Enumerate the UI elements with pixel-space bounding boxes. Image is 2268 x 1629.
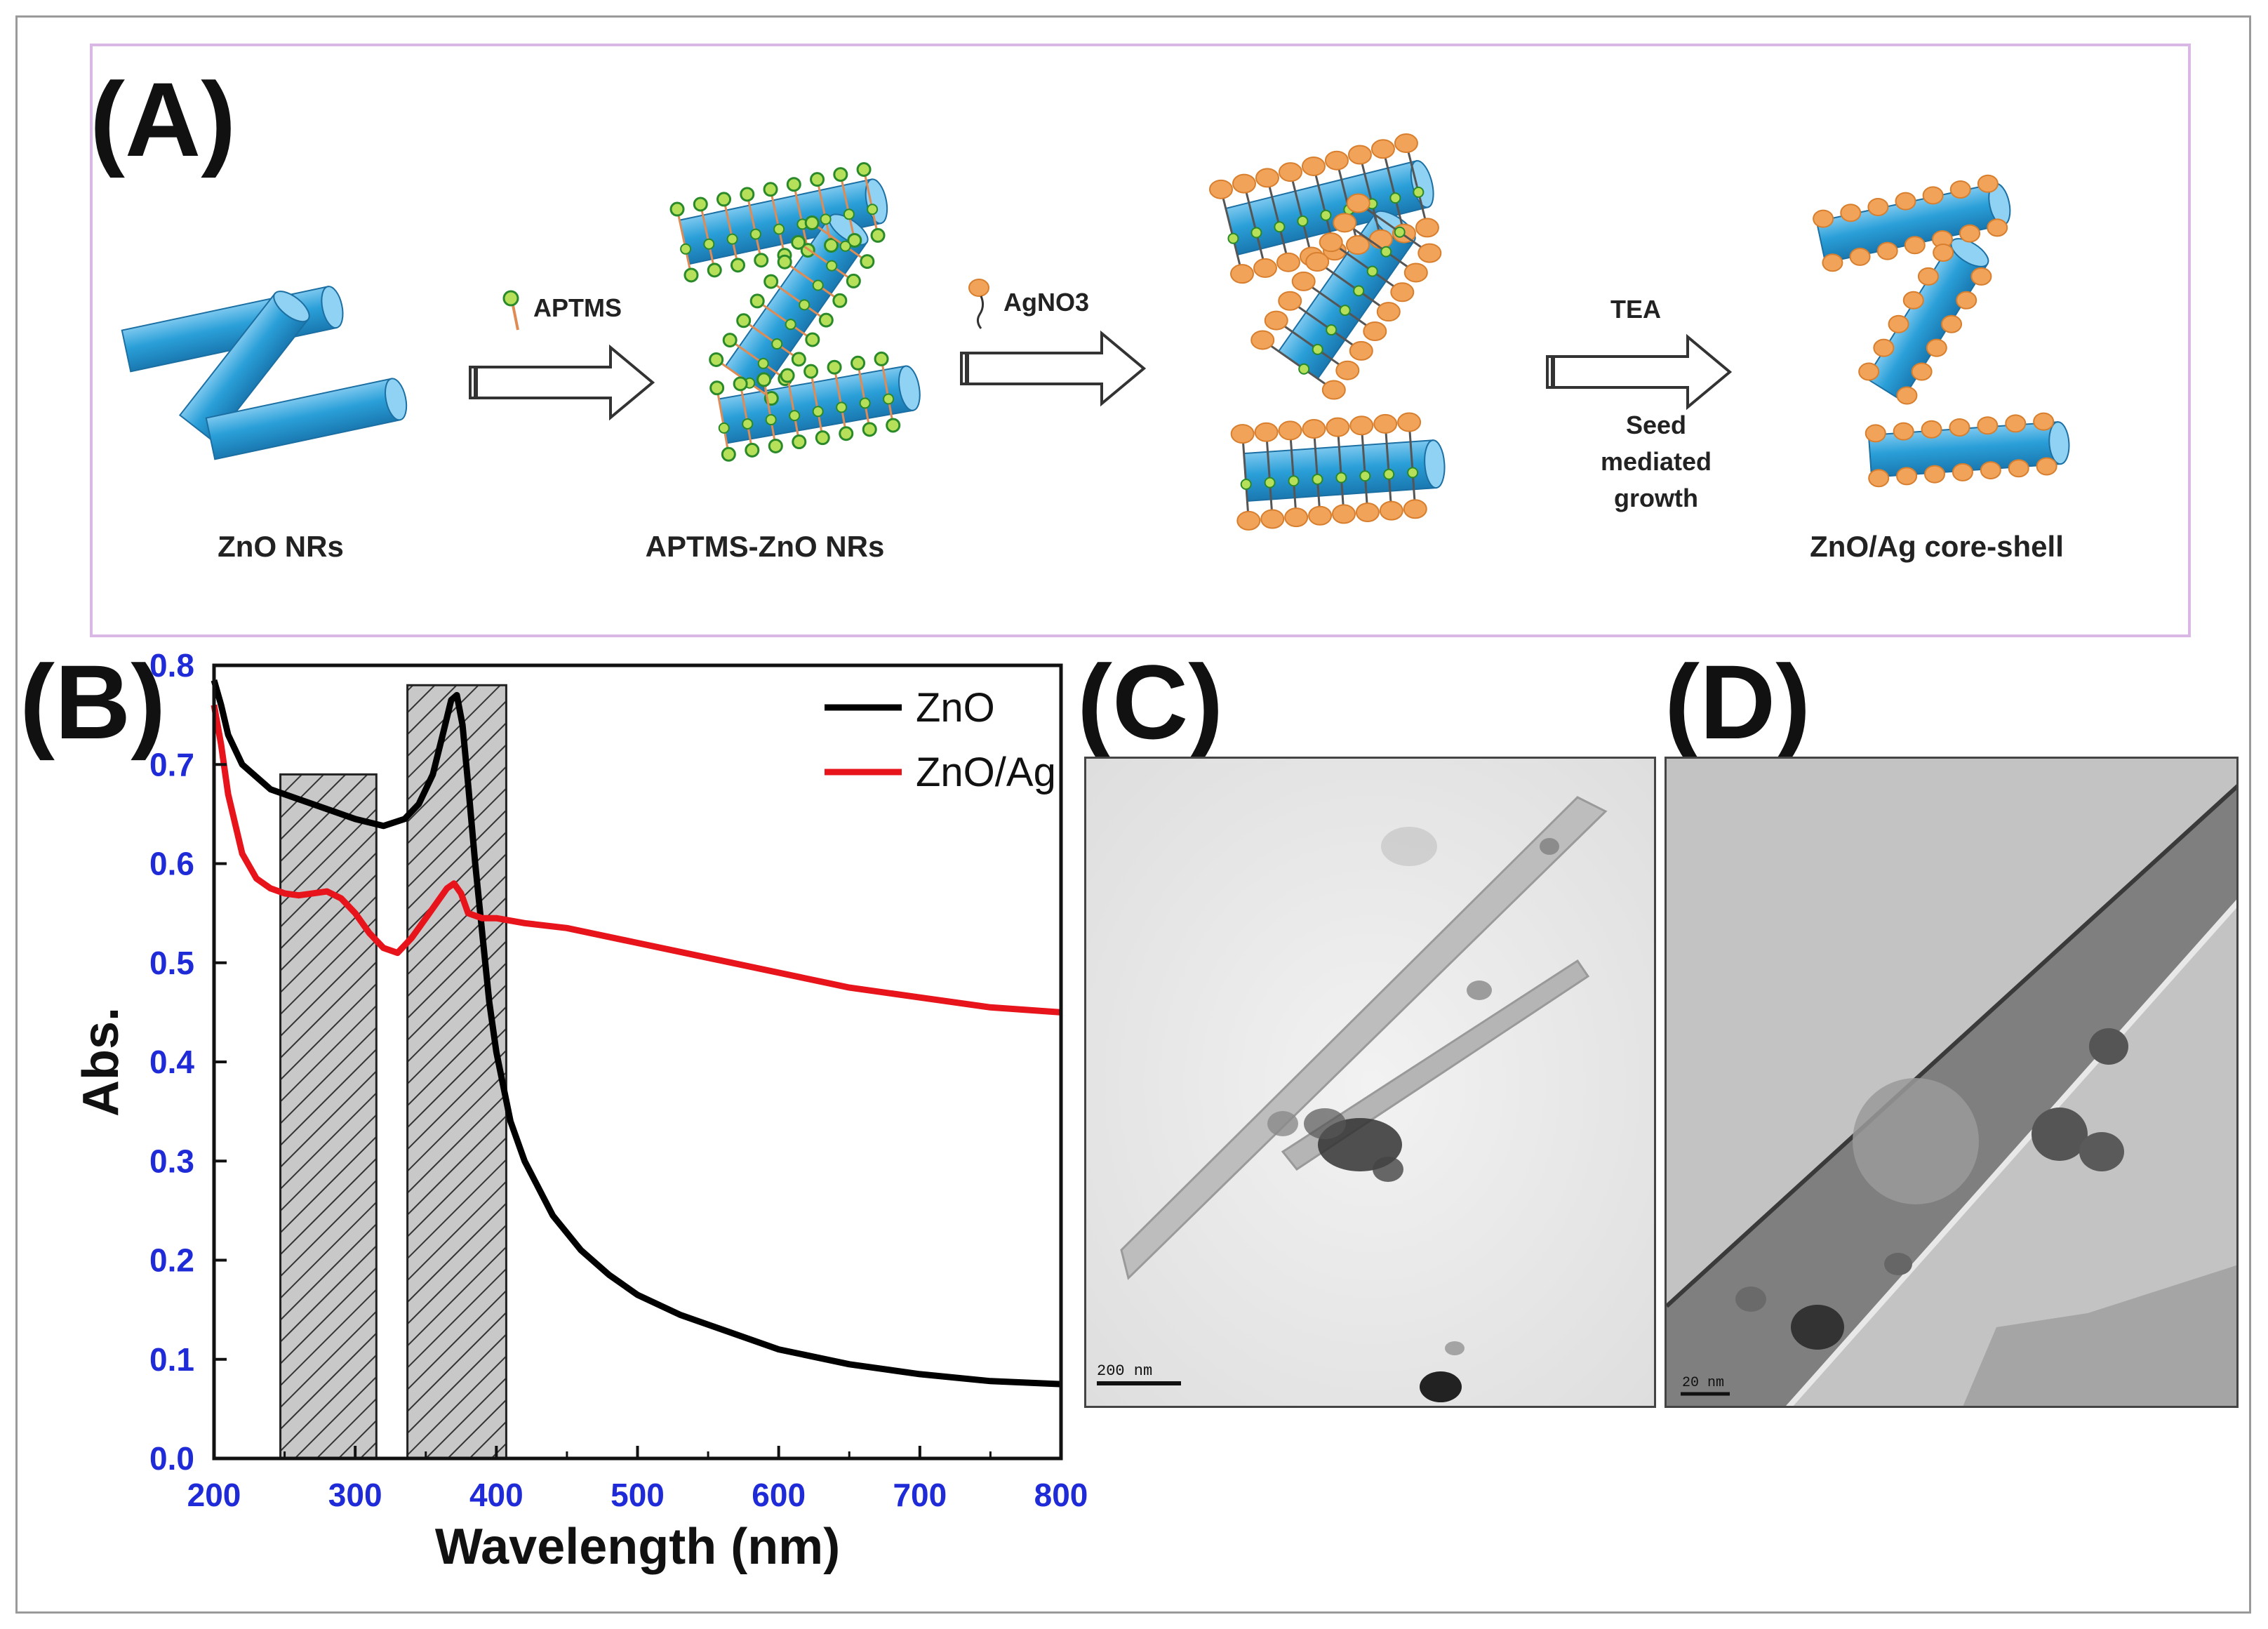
panel-c-label: (C)	[1077, 643, 1224, 761]
step1-label: ZnO NRs	[218, 530, 344, 563]
arrow-1-icon	[470, 347, 653, 418]
panel-a-box	[90, 44, 2191, 637]
zno-ag-core-shell	[1813, 174, 2070, 488]
agno3-molecule-icon	[968, 279, 989, 329]
x-tick-label: 700	[893, 1477, 947, 1513]
tem-d-drawing	[1667, 759, 2236, 1406]
aptms-zno-nanorods	[669, 161, 921, 462]
x-tick-label: 200	[187, 1477, 241, 1513]
panel-d-label: (D)	[1665, 643, 1811, 761]
x-tick-label: 600	[752, 1477, 806, 1513]
y-axis-label: Abs.	[73, 1007, 129, 1117]
x-tick-label: 500	[611, 1477, 665, 1513]
panel-a-label: (A)	[90, 60, 236, 178]
y-tick-label: 0.5	[149, 945, 194, 981]
arrow-2-icon	[961, 333, 1144, 404]
scheme-illustration	[121, 133, 2070, 531]
figure-frame	[15, 15, 2251, 1614]
reagent-agno3-label: AgNO3	[1003, 288, 1090, 317]
aptms-molecule-icon	[502, 290, 519, 331]
tem-c-scalebar-label: 200 nm	[1097, 1362, 1153, 1380]
ag-loaded-nanorods	[1209, 133, 1446, 531]
seed-growth-line: growth	[1614, 484, 1698, 512]
x-tick-label: 300	[328, 1477, 382, 1513]
y-tick-label: 0.3	[149, 1143, 194, 1179]
x-axis-label: Wavelength (nm)	[435, 1519, 840, 1575]
seed-growth-line: mediated	[1600, 447, 1712, 476]
zno-nanorods	[121, 286, 408, 460]
legend-label: ZnO/Ag	[916, 750, 1056, 795]
arrow-3-icon	[1547, 337, 1730, 407]
series-line-zno	[211, 679, 1062, 1388]
legend-label: ZnO	[916, 685, 995, 731]
step2-label: APTMS-ZnO NRs	[645, 530, 885, 563]
y-tick-label: 0.8	[149, 647, 194, 684]
series-line-zno-ag	[211, 704, 1062, 1016]
highlight-region	[406, 684, 507, 1460]
tem-image-d: 20 nm	[1665, 757, 2239, 1408]
y-tick-label: 0.7	[149, 746, 194, 783]
uv-vis-chart: 200 300 400 500 600 700 800 0.0 0.1 0.2 0.3 0.4 0.5 0…	[73, 647, 1088, 1575]
tem-c-drawing	[1086, 759, 1654, 1406]
step4-label: ZnO/Ag core-shell	[1810, 530, 2064, 563]
reagent-aptms-label: APTMS	[533, 293, 622, 322]
reagent-tea-label: TEA	[1610, 295, 1661, 324]
x-tick-label: 400	[469, 1477, 523, 1513]
x-tick-label: 800	[1034, 1477, 1088, 1513]
y-tick-label: 0.4	[149, 1044, 194, 1080]
y-tick-label: 0.1	[149, 1341, 194, 1378]
y-tick-label: 0.6	[149, 846, 194, 882]
y-tick-label: 0.2	[149, 1242, 194, 1279]
tem-image-c: 200 nm	[1084, 757, 1656, 1408]
panel-b-label: (B)	[20, 643, 166, 761]
highlight-region	[279, 773, 378, 1460]
y-tick-label: 0.0	[149, 1440, 194, 1477]
seed-growth-line: Seed	[1625, 411, 1687, 439]
seed-growth-note: Seed mediated growth	[1586, 407, 1726, 517]
tem-d-scalebar-label: 20 nm	[1682, 1375, 1725, 1391]
